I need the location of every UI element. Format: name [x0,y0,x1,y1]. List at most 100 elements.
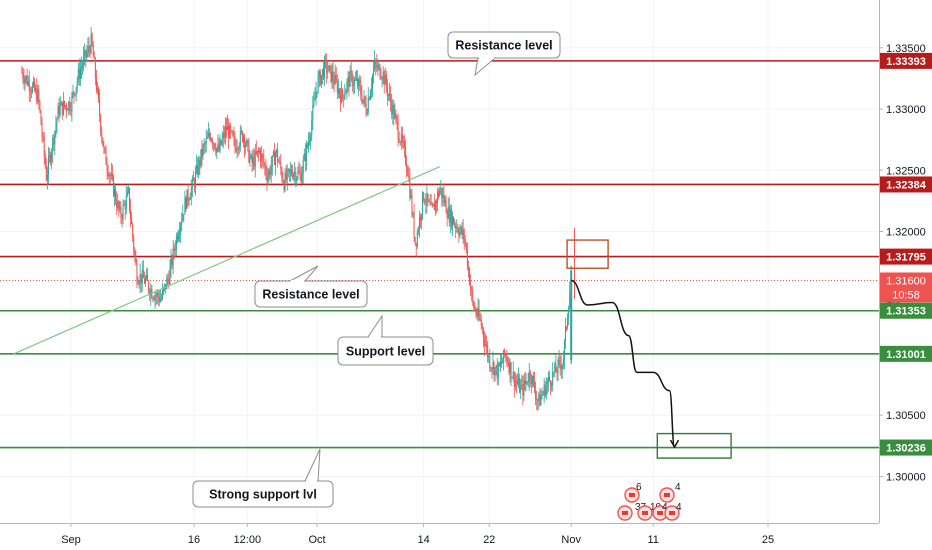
time-tick-label: Nov [561,534,581,546]
candle-body [262,154,264,158]
candle-body [467,266,469,269]
candle-body [47,157,49,175]
candle-body [166,278,168,290]
candle-body [535,390,537,400]
candle-body [504,349,506,356]
time-tick-label: 16 [188,534,200,546]
candle-body [251,155,253,163]
candle-body [308,142,310,147]
candle-body [301,173,303,183]
candle-body [498,363,500,366]
candle-body [349,70,351,87]
candle-body [278,161,280,163]
candle-body [160,298,162,299]
candle-body [333,80,335,85]
level-price-label: 1.30236 [886,443,926,455]
candle-body [563,340,565,359]
candle-body [502,361,504,364]
candle-body [87,46,89,53]
candle-body [60,102,62,106]
candle-body [222,132,224,139]
candle-body [33,81,35,86]
candle-body [377,65,379,69]
candle-body [438,192,440,197]
candle-body [201,149,203,156]
candle-body [459,230,461,236]
candle-body [290,170,292,175]
candle-body [478,308,480,318]
candle-body [441,187,443,199]
candle-body [506,354,508,362]
candle-body [530,378,532,385]
candle-body [103,145,105,149]
candle-body [139,274,141,284]
candle-body [22,72,24,79]
candle-body [66,105,68,110]
candle-body [141,270,143,284]
candle-body [122,204,124,219]
candle-body [132,223,134,237]
candle-body [179,232,181,236]
candle-body [157,292,159,298]
candle-body [162,290,164,299]
candle-body [200,149,202,166]
candle-body [31,85,33,92]
candle-body [547,376,549,382]
candle-body [127,188,129,192]
event-flag-mark [622,511,628,515]
candle-body [486,344,488,346]
level-price-label: 1.31001 [886,349,926,361]
economic-event-marker[interactable]: 6 [624,482,642,503]
candle-body [466,249,468,267]
candle-body [108,174,110,177]
price-axis: 1.33500 1.33000 1.32500 1.32000 1.30500 1.300… [879,0,932,550]
candle-body [25,75,27,79]
candle-body [490,368,492,369]
candle-body [178,235,180,240]
candle-body [567,317,569,328]
candle-body [241,131,243,142]
candle-body [314,98,316,101]
candle-body [279,161,281,163]
candle-body [229,125,231,139]
candle-body [180,224,182,233]
candle-body [51,152,53,162]
level-price-label: 1.32384 [886,179,927,191]
candle-body [385,74,387,87]
level-price-badge [880,345,932,362]
economic-event-marker[interactable]: 4 [664,502,682,521]
candle-body [444,200,446,203]
candle-body [268,170,270,178]
candle-body [128,188,130,210]
candle-body [448,206,450,223]
candle-body [357,78,359,87]
candle-body [523,380,525,396]
candle-body [551,385,553,386]
candle-body [555,363,557,372]
candle-body [312,105,314,121]
candle-body [412,213,414,215]
candle-body [164,284,166,288]
event-markers[interactable]: 64371044 [617,482,682,521]
candle-body [434,200,436,211]
candle-body [570,270,573,361]
event-flag-mark [669,511,675,515]
candle-body [85,50,87,57]
candle-body [261,154,263,161]
candle-body [538,394,540,401]
candle-body [403,142,405,147]
candle-body [111,173,113,177]
current-price-label: 1.31600 [886,275,926,287]
candle-body [383,71,385,85]
candle-body [437,192,439,204]
candle-body [479,317,481,320]
candle-body [192,178,194,181]
candle-body [524,380,526,384]
economic-event-marker[interactable]: 4 [659,482,681,503]
candle-body [153,298,155,301]
candle-body [131,218,133,224]
callout-text: Support level [346,345,425,359]
candle-body [92,44,94,57]
time-tick-label: Sep [61,534,81,546]
